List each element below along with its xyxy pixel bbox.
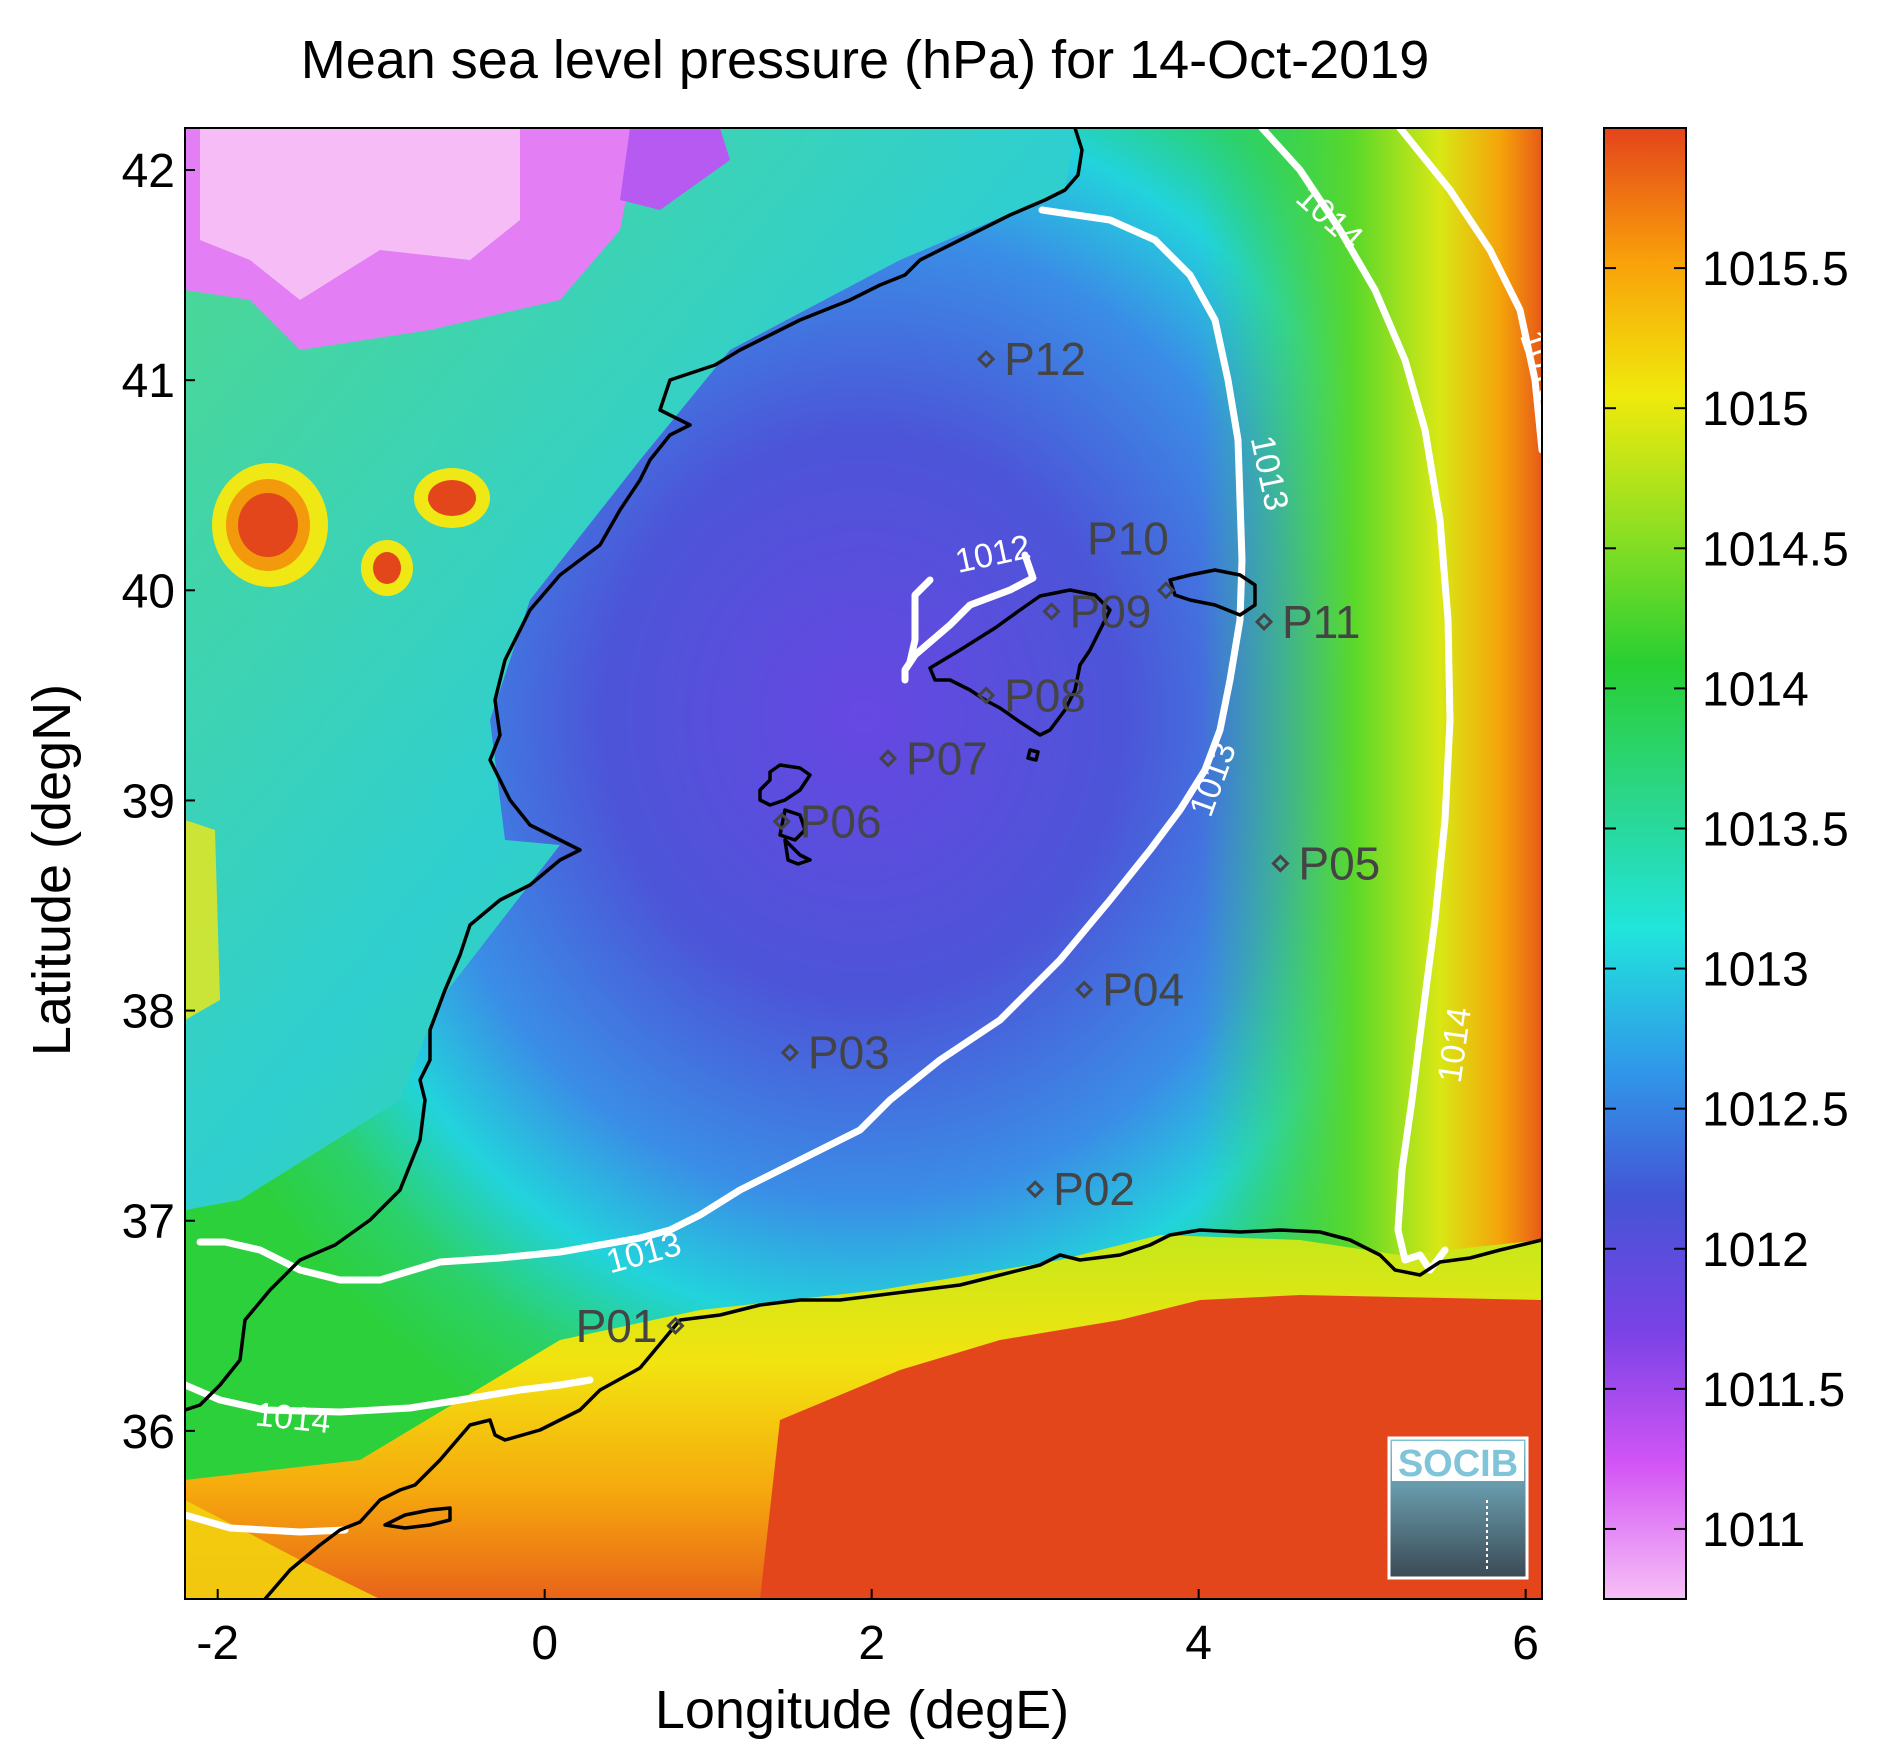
x-tick-label: -2: [196, 1617, 239, 1670]
point-marker-p08: [976, 686, 996, 705]
point-label-p10: P10: [1087, 512, 1169, 564]
x-tick-label: 2: [858, 1617, 885, 1670]
contour-label: 1014: [253, 1395, 332, 1441]
colorbar-tick-label: 1015: [1702, 383, 1809, 436]
y-tick-label: 39: [122, 775, 175, 828]
x-axis-label: Longitude (degE): [655, 1680, 1069, 1740]
point-label-p08: P08: [1004, 669, 1086, 721]
y-tick-labels: 42 41 40 39 38 37 36: [122, 145, 195, 1459]
point-label-p05: P05: [1298, 838, 1380, 890]
y-tick-label: 36: [122, 1406, 175, 1459]
colorbar-tick-label: 1014.5: [1702, 523, 1849, 576]
point-marker-p09: [1042, 602, 1061, 621]
map-title: Mean sea level pressure (hPa) for 14-Oct…: [301, 30, 1430, 90]
spain-coastline: [185, 128, 1084, 1412]
point-label-p01: P01: [576, 1300, 658, 1352]
point-marker-p07: [878, 749, 898, 768]
point-marker-p11: [1254, 612, 1274, 631]
point-label-p12: P12: [1004, 333, 1086, 385]
coastlines: [185, 128, 1542, 1599]
colorbar-tick-label: 1011.5: [1702, 1364, 1845, 1417]
colorbar-fill: [1604, 128, 1686, 1599]
point-label-p02: P02: [1053, 1163, 1135, 1215]
colorbar-tick-label: 1012: [1702, 1224, 1809, 1277]
isobars: [185, 128, 1542, 1536]
isobar-1012b: [906, 576, 934, 666]
formentera-coastline: [783, 838, 812, 866]
menorca-coastline: [1168, 568, 1257, 617]
colorbar-tick-label: 1015.5: [1702, 243, 1849, 296]
point-marker-p01: [666, 1316, 685, 1335]
y-tick-label: 37: [122, 1196, 175, 1249]
colorbar-tick-label: 1013.5: [1702, 803, 1849, 856]
y-tick-label: 41: [122, 355, 175, 408]
isobar-1012: [901, 551, 1037, 684]
pressure-field: [185, 128, 1542, 1599]
colorbar-frame: [1603, 127, 1687, 1600]
isobar-1014-sw: [185, 1511, 349, 1536]
point-label-p11: P11: [1282, 596, 1360, 648]
cabrera-coastline: [1026, 748, 1040, 762]
point-marker-p03: [780, 1043, 800, 1062]
point-label-p09: P09: [1070, 585, 1152, 637]
colorbar-tick-label: 1013: [1702, 944, 1809, 997]
y-axis-label: Latitude (degN): [22, 684, 82, 1056]
spain-land-field: [185, 128, 1075, 1210]
point-label-p07: P07: [906, 732, 988, 784]
point-label-p04: P04: [1102, 964, 1184, 1016]
point-label-p03: P03: [808, 1027, 890, 1079]
point-marker-p12: [976, 350, 996, 369]
colorbar-ticks: 1015.5 1015 1014.5 1014 1013.5 1013 1012.5 1012…: [1604, 243, 1849, 1557]
point-marker-p05: [1271, 854, 1290, 873]
x-tick-label: 0: [531, 1617, 558, 1670]
isobar-1015: [1396, 128, 1542, 454]
isobar-1013-main: [196, 206, 1246, 1284]
ibiza-coastline: [758, 763, 812, 842]
y-tick-label: 40: [122, 565, 175, 618]
x-tick-label: 6: [1512, 1617, 1539, 1670]
point-marker-p04: [1075, 980, 1094, 999]
isobar-1014-east: [1258, 128, 1454, 1274]
colorbar-tick-label: 1014: [1702, 663, 1809, 716]
colorbar: 1015.5 1015 1014.5 1014 1013.5 1013 1012.5 1012…: [1603, 127, 1849, 1600]
point-marker-p10: [1156, 581, 1176, 600]
point-markers: P01 P02 P03 P04 P05 P06 P07 P08 P09 P10 P11 P12: [576, 333, 1381, 1352]
colorbar-tick-label: 1011: [1702, 1504, 1805, 1557]
plot-frame: [184, 127, 1543, 1600]
africa-coastline: [263, 1228, 1542, 1599]
alboran-coastline: [383, 1506, 452, 1530]
y-tick-label: 38: [122, 986, 175, 1039]
x-tick-labels: -2 0 2 4 6: [196, 1589, 1539, 1670]
y-tick-label: 42: [122, 145, 175, 198]
point-marker-p06: [772, 812, 791, 831]
point-marker-p02: [1026, 1180, 1045, 1199]
isobar-1014-south: [185, 1376, 594, 1416]
point-label-p06: P06: [800, 795, 882, 847]
socib-logo: SOCIB: [1387, 1436, 1529, 1580]
x-tick-label: 4: [1185, 1617, 1212, 1670]
colorbar-tick-label: 1012.5: [1702, 1084, 1849, 1137]
logo-text: SOCIB: [1398, 1443, 1518, 1485]
